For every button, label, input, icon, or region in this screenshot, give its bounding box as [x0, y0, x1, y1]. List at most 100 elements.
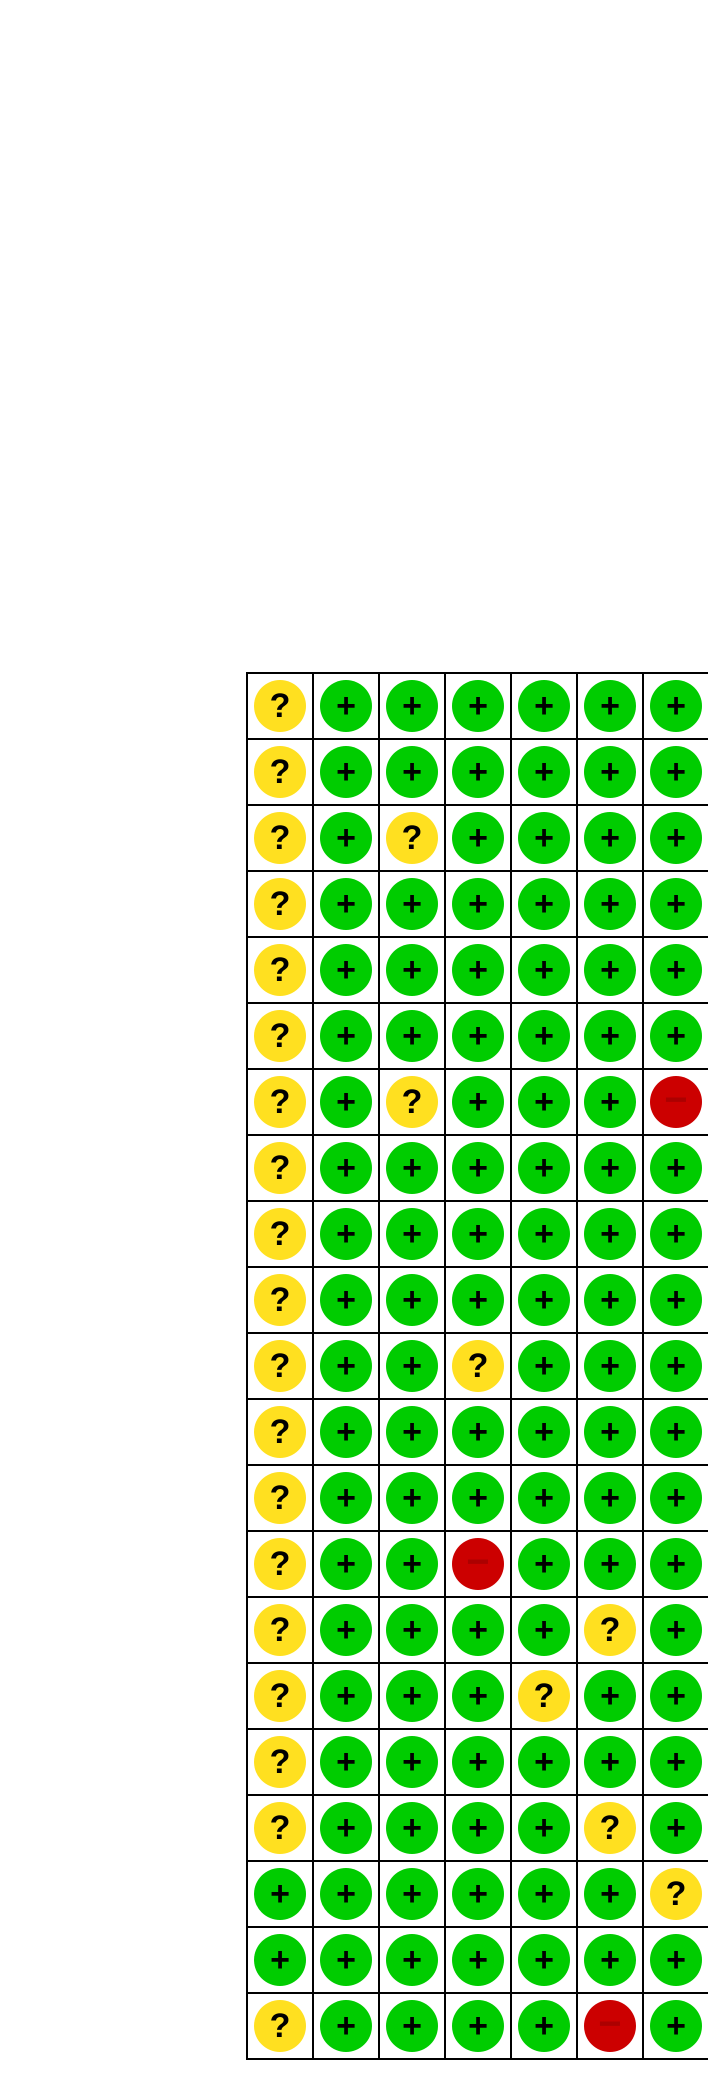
- plus-icon: +: [336, 2009, 356, 2043]
- plus-icon: +: [336, 1085, 356, 1119]
- plus-icon: +: [468, 821, 488, 855]
- status-dot-low: +: [386, 1274, 438, 1326]
- assessment-cell: +: [446, 1466, 512, 1532]
- assessment-cell: ?: [578, 1796, 644, 1862]
- status-dot-unclear: ?: [254, 1274, 306, 1326]
- table-row: ?++++++: [248, 674, 708, 740]
- status-dot-low: +: [584, 746, 636, 798]
- status-dot-low: +: [386, 1406, 438, 1458]
- assessment-cell: +: [446, 1202, 512, 1268]
- assessment-cell: +: [644, 1268, 708, 1334]
- status-dot-low: +: [386, 746, 438, 798]
- question-icon: ?: [270, 1349, 291, 1383]
- plus-icon: +: [534, 1745, 554, 1779]
- assessment-cell: +: [578, 1004, 644, 1070]
- status-dot-low: +: [518, 680, 570, 732]
- status-dot-low: +: [452, 1736, 504, 1788]
- status-dot-unclear: ?: [254, 1406, 306, 1458]
- assessment-cell: +: [578, 1862, 644, 1928]
- status-dot-low: +: [650, 944, 702, 996]
- table-row: ?++++++: [248, 1202, 708, 1268]
- status-dot-unclear: ?: [254, 1010, 306, 1062]
- status-dot-low: +: [452, 944, 504, 996]
- status-dot-low: +: [320, 1142, 372, 1194]
- assessment-cell: +: [644, 1136, 708, 1202]
- plus-icon: +: [666, 1547, 686, 1581]
- assessment-cell: +: [644, 1664, 708, 1730]
- assessment-cell: ?: [248, 1334, 314, 1400]
- status-dot-low: +: [584, 944, 636, 996]
- plus-icon: +: [468, 689, 488, 723]
- status-dot-low: +: [650, 2000, 702, 2052]
- assessment-cell: +: [380, 1730, 446, 1796]
- plus-icon: +: [402, 755, 422, 789]
- plus-icon: +: [336, 1745, 356, 1779]
- status-dot-unclear: ?: [254, 1208, 306, 1260]
- assessment-cell: +: [446, 806, 512, 872]
- plus-icon: +: [534, 689, 554, 723]
- plus-icon: +: [336, 1811, 356, 1845]
- assessment-cell: +: [578, 938, 644, 1004]
- plus-icon: +: [468, 1217, 488, 1251]
- status-dot-low: +: [386, 1802, 438, 1854]
- plus-icon: +: [534, 1811, 554, 1845]
- assessment-cell: +: [314, 1400, 380, 1466]
- status-dot-low: +: [650, 1472, 702, 1524]
- assessment-cell: +: [314, 1334, 380, 1400]
- assessment-cell: ?: [248, 1202, 314, 1268]
- status-dot-low: +: [650, 1670, 702, 1722]
- status-dot-unclear: ?: [386, 812, 438, 864]
- assessment-cell: +: [380, 1598, 446, 1664]
- plus-icon: +: [666, 1745, 686, 1779]
- plus-icon: +: [666, 887, 686, 921]
- status-dot-low: +: [518, 1934, 570, 1986]
- status-dot-low: +: [320, 680, 372, 732]
- assessment-cell: +: [314, 938, 380, 1004]
- status-dot-low: +: [584, 1142, 636, 1194]
- plus-icon: +: [534, 1481, 554, 1515]
- status-dot-low: +: [518, 1538, 570, 1590]
- plus-icon: +: [534, 755, 554, 789]
- plus-icon: +: [402, 1349, 422, 1383]
- assessment-cell: +: [314, 1796, 380, 1862]
- plus-icon: +: [468, 1613, 488, 1647]
- plus-icon: +: [666, 953, 686, 987]
- assessment-cell: ?: [248, 1070, 314, 1136]
- plus-icon: +: [468, 1943, 488, 1977]
- assessment-cell: +: [578, 1928, 644, 1994]
- status-dot-unclear: ?: [254, 944, 306, 996]
- status-dot-low: +: [386, 878, 438, 930]
- assessment-cell: +: [380, 938, 446, 1004]
- question-icon: ?: [468, 1349, 489, 1383]
- status-dot-low: +: [584, 812, 636, 864]
- plus-icon: +: [402, 2009, 422, 2043]
- plus-icon: +: [468, 1811, 488, 1845]
- question-icon: ?: [666, 1877, 687, 1911]
- assessment-cell: +: [446, 740, 512, 806]
- table-row: ?++++?+: [248, 1598, 708, 1664]
- status-dot-low: +: [452, 1802, 504, 1854]
- plus-icon: +: [468, 1019, 488, 1053]
- status-dot-low: +: [452, 1010, 504, 1062]
- table-row: ?++++++: [248, 872, 708, 938]
- table-row: ?++++++: [248, 1466, 708, 1532]
- status-dot-low: +: [320, 1076, 372, 1128]
- status-dot-low: +: [452, 1274, 504, 1326]
- assessment-grid: ?++++++?++++++?+?++++?++++++?++++++?++++…: [246, 672, 708, 2060]
- status-dot-low: +: [650, 1406, 702, 1458]
- assessment-cell: ?: [578, 1598, 644, 1664]
- status-dot-low: +: [320, 1868, 372, 1920]
- plus-icon: +: [336, 1877, 356, 1911]
- assessment-cell: +: [314, 1994, 380, 2060]
- assessment-cell: +: [512, 1598, 578, 1664]
- plus-icon: +: [468, 1283, 488, 1317]
- status-dot-low: +: [584, 1934, 636, 1986]
- plus-icon: +: [402, 1415, 422, 1449]
- table-row: ++++++?: [248, 1862, 708, 1928]
- status-dot-low: +: [584, 680, 636, 732]
- assessment-cell: +: [446, 1862, 512, 1928]
- status-dot-low: +: [650, 1802, 702, 1854]
- assessment-cell: +: [512, 1334, 578, 1400]
- plus-icon: +: [534, 1415, 554, 1449]
- status-dot-unclear: ?: [254, 1076, 306, 1128]
